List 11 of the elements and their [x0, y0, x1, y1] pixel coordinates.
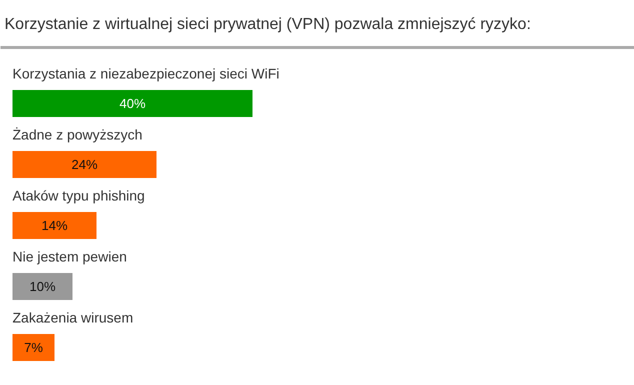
y-tick-label: Nie jestem pewien [12, 248, 127, 264]
y-tick-label: Ataków typu phishing [12, 188, 145, 204]
data-label: 10% [29, 279, 56, 294]
data-label: 40% [119, 96, 146, 111]
data-label: 14% [41, 218, 68, 233]
y-tick-label: Żadne z powyższych [12, 126, 142, 142]
data-label: 24% [71, 157, 98, 172]
data-label: 7% [24, 340, 44, 355]
y-tick-label: Zakażenia wirusem [12, 310, 134, 326]
y-tick-label: Korzystania z niezabezpieczonej sieci WiFi [12, 66, 280, 82]
chart-title: Korzystanie z wirtualnej sieci prywatnej (VPN) pozwala zmniejszyć ryzyko: [4, 16, 531, 33]
